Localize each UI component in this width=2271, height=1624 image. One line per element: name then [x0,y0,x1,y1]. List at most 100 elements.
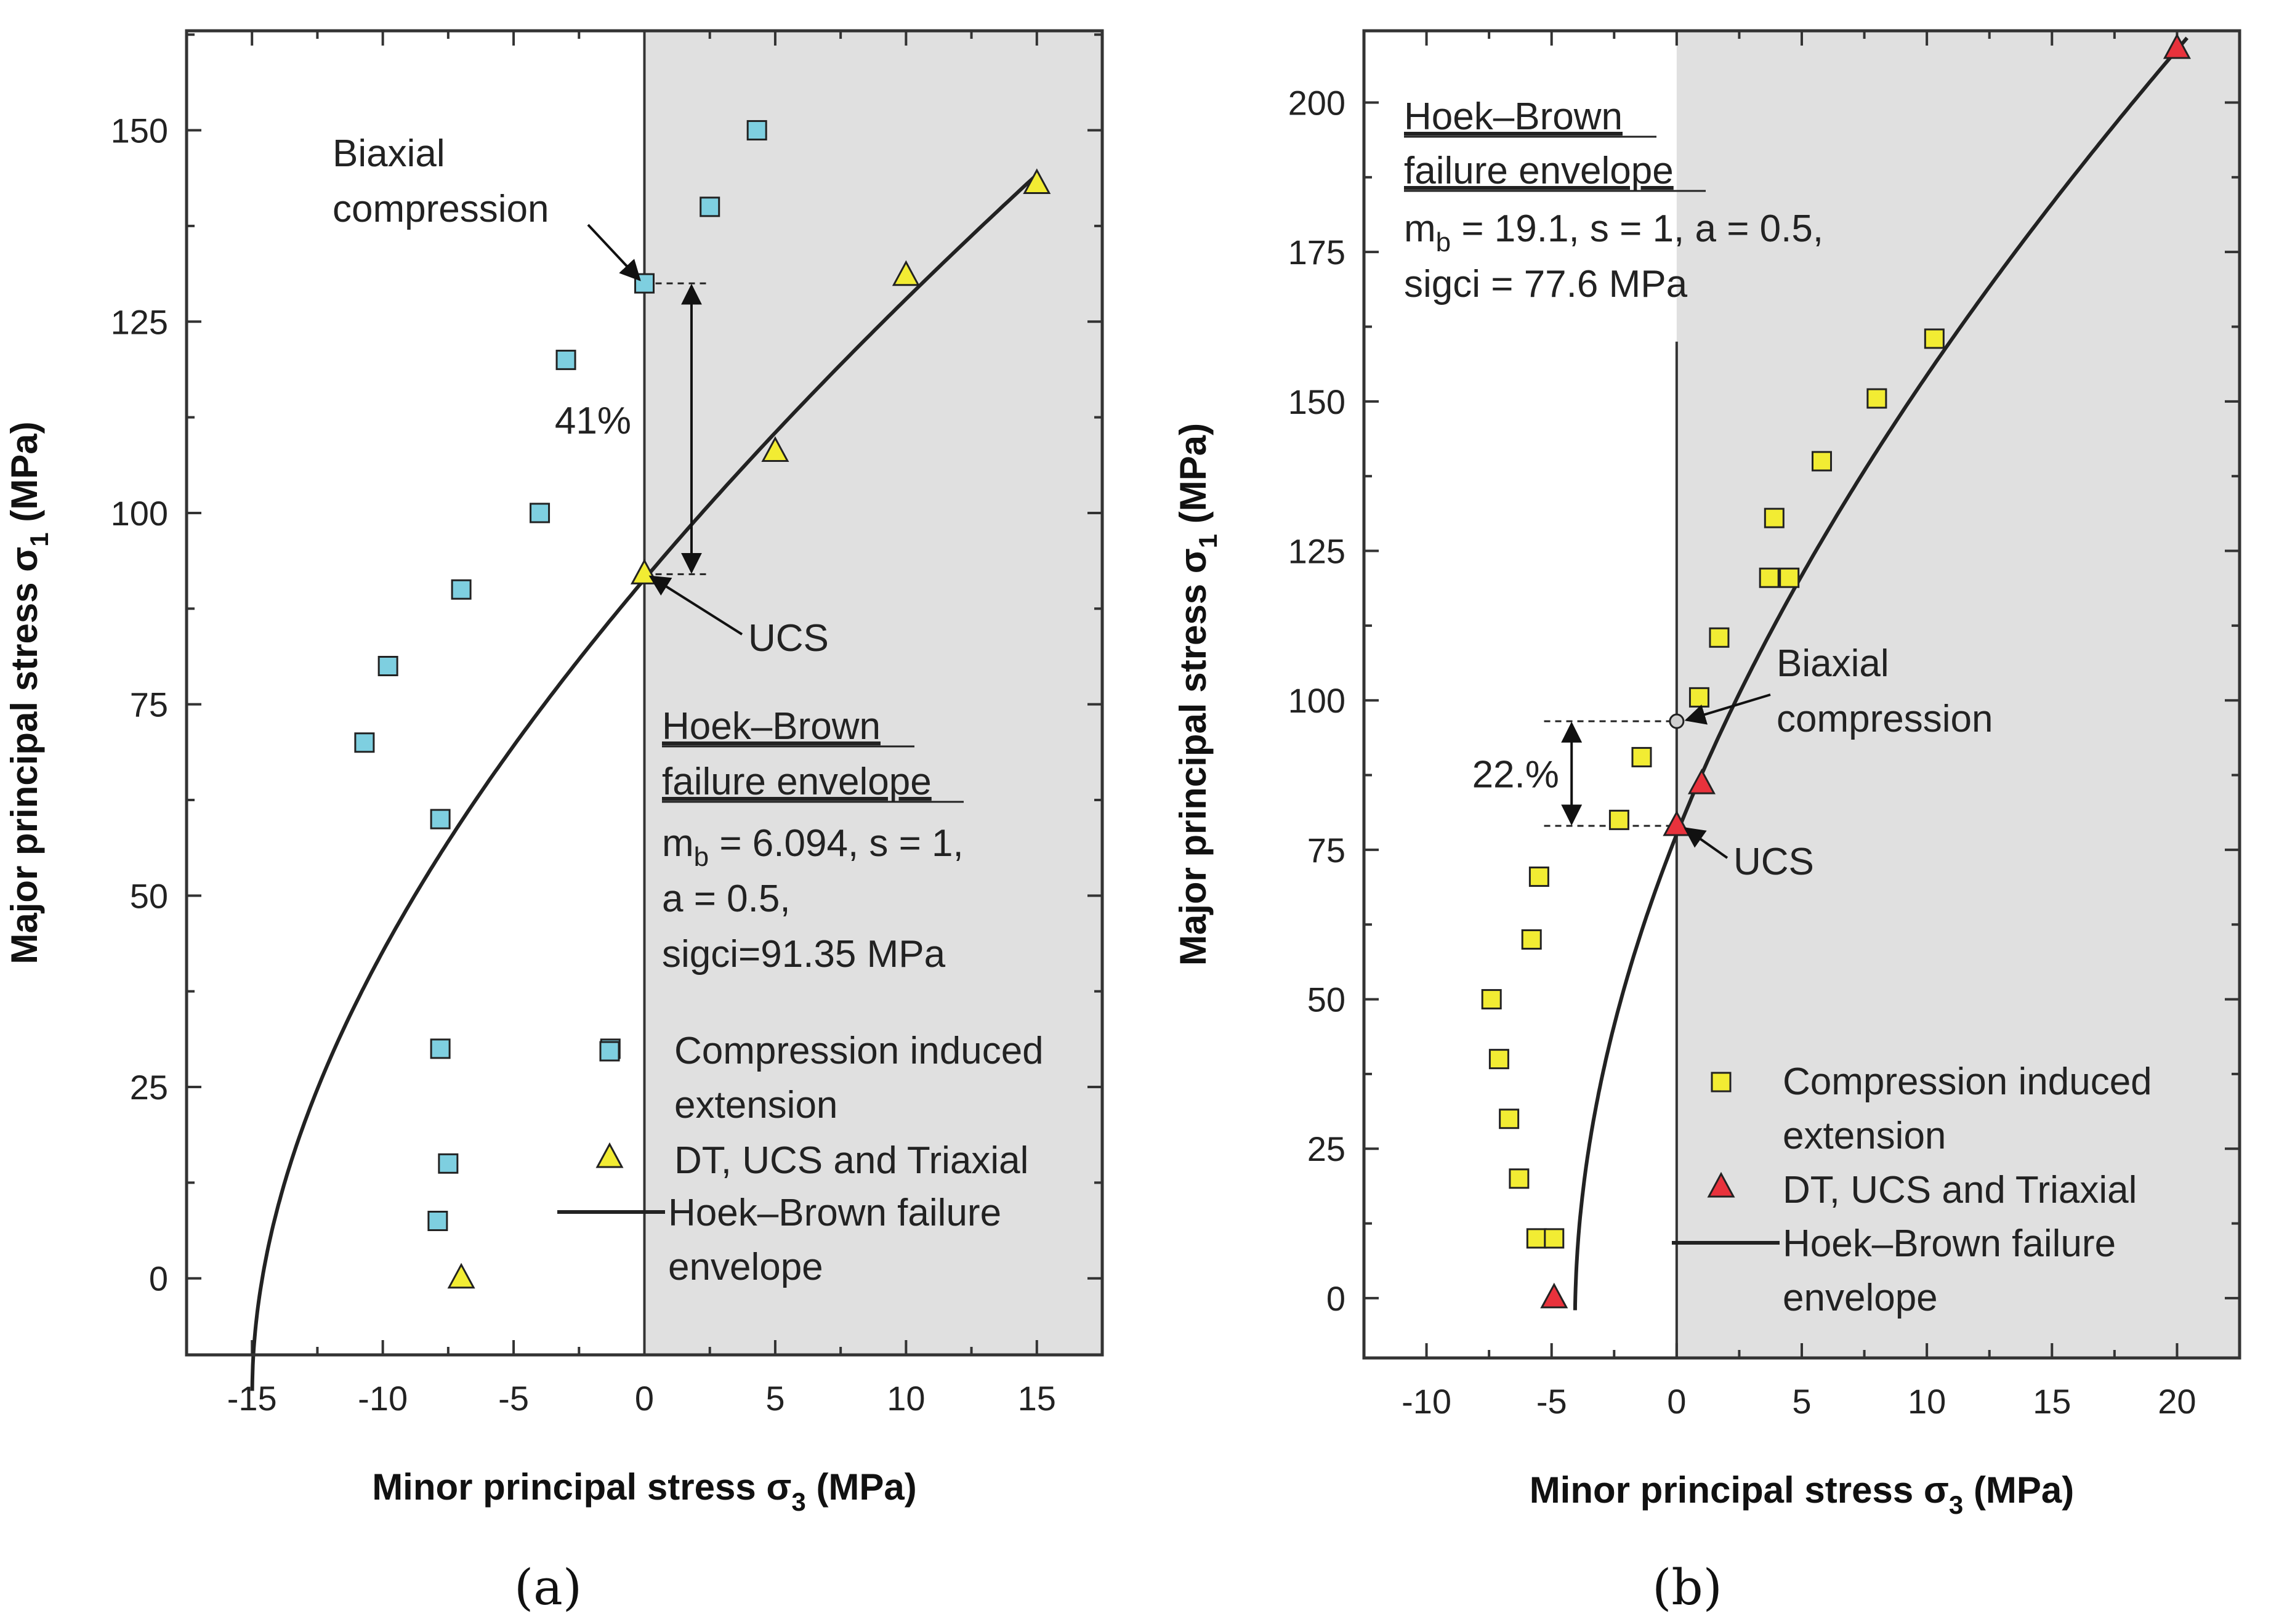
x-tick-label: 0 [635,1379,654,1418]
panel-label: (a) [514,1559,582,1616]
biaxial-arrow [587,224,641,281]
legend-label: envelope [1783,1277,1938,1319]
square-point [430,1038,451,1059]
hb-mb-prefix: m [1404,208,1436,250]
square-point [377,656,398,677]
hb-title-line: Hoek–Brown [1404,95,1623,138]
hb-params-line: a = 0.5, [662,878,791,920]
square-point [1544,1228,1565,1249]
triangle-point [1023,168,1051,195]
square-point [1779,567,1800,588]
x-axis-label: Minor principal stress σ3 (MPa) [372,1466,917,1516]
y-tick-label: 50 [130,876,168,915]
biaxial-label-line: Biaxial [1777,642,1889,685]
ucs-label: UCS [1733,841,1814,883]
x-tick-label: 15 [1018,1379,1056,1418]
square-point [530,503,551,523]
y-tick-label: 50 [1307,980,1345,1019]
y-tick-label: 125 [111,302,168,341]
square-point [746,120,767,141]
y-tick-label: 25 [130,1068,168,1107]
x-tick-label: 10 [887,1379,925,1418]
percent-label: 22.% [1472,754,1559,796]
square-point [1631,746,1652,767]
y-tick-label: 200 [1288,83,1345,122]
y-tick-label: 100 [111,494,168,533]
hb-mb-sub: b [1436,227,1451,257]
legend-square-marker [1711,1072,1732,1093]
triangle-point [2163,33,2191,59]
y-tick-label: 150 [111,111,168,150]
ucs-label: UCS [748,617,829,660]
square-point [354,732,375,753]
hb-params-line: sigci=91.35 MPa [662,933,946,976]
hb-title-line: Hoek–Brown [662,705,881,748]
square-point [1499,1109,1520,1129]
square-point [1526,1228,1547,1249]
legend-label: Hoek–Brown failure [1783,1222,2116,1265]
y-tick-label: 75 [130,685,168,724]
x-axis-label-unit: (MPa) [1963,1469,2074,1511]
square-point [1608,809,1629,830]
hb-title-line: failure envelope [1404,150,1674,192]
x-axis-label-main: Minor principal stress σ [1530,1469,1949,1511]
square-point [1709,627,1730,648]
hb-params-rest: = 6.094, s = 1, [709,822,964,865]
shaded-region [644,31,1102,1355]
x-tick-label: -5 [1536,1382,1567,1421]
legend-label: DT, UCS and Triaxial [1783,1169,2137,1211]
triangle-point [1687,768,1716,794]
square-point [438,1153,459,1174]
x-tick-label: 5 [765,1379,785,1418]
x-tick-label: 15 [2033,1382,2071,1421]
biaxial-arrow [1684,693,1771,725]
x-axis-label-main: Minor principal stress σ [372,1466,791,1508]
x-tick-label: -10 [1402,1382,1451,1421]
plot-frame [185,29,1104,1357]
triangle-point [892,260,920,286]
legend-label: Compression induced [674,1030,1044,1072]
x-axis-label-sub: 3 [791,1487,805,1516]
square-point [1488,1049,1509,1070]
legend-square-marker [599,1041,620,1062]
square-point [1688,687,1709,708]
legend-label: DT, UCS and Triaxial [674,1139,1028,1182]
y-axis-label-main: Major principal stress σ [1172,548,1214,966]
square-point [451,579,472,600]
y-axis-label-unit: (MPa) [1172,423,1214,534]
triangle-point [447,1262,475,1289]
biaxial-label: Biaxial compression [333,132,549,230]
legend-label: Hoek–Brown failure [668,1192,1001,1234]
biaxial-label-line: compression [333,188,549,230]
x-tick-label: -10 [358,1379,408,1418]
y-tick-label: 125 [1288,532,1345,571]
hb-mb-sub: b [694,842,709,872]
x-tick-label: 20 [2158,1382,2196,1421]
x-tick-label: -5 [498,1379,529,1418]
y-axis-label: Major principal stress σ1 (MPa) [1172,423,1222,966]
y-axis-label: Major principal stress σ1 (MPa) [4,421,54,964]
ucs-arrow [1684,827,1728,859]
y-axis-label-sub: 1 [25,532,54,546]
square-point [427,1211,448,1232]
shaded-region [1676,31,2240,1358]
y-tick-label: 150 [1288,382,1345,421]
square-point [1521,929,1542,950]
x-axis-label: Minor principal stress σ3 (MPa) [1530,1469,2075,1519]
y-tick-label: 75 [1307,831,1345,870]
square-point [1528,867,1549,887]
hb-params-line: mb = 6.094, s = 1, [662,822,964,872]
hb-params-rest: = 19.1, s = 1, a = 0.5, [1451,208,1823,250]
y-tick-label: 0 [1326,1279,1345,1318]
panel-b: -10 -5 0 5 10 15 200255075100125150175200Minor… [1172,29,2241,1616]
square-point [1759,567,1780,588]
triangle-point [1663,810,1691,836]
legend-label: envelope [668,1246,823,1288]
legend-label: extension [1783,1115,1946,1157]
x-axis-label-unit: (MPa) [806,1466,917,1508]
triangle-point [761,436,789,463]
ucs-arrow [648,575,743,636]
square-point [1812,451,1833,472]
hb-params-line: mb = 19.1, s = 1, a = 0.5, [1404,208,1823,257]
